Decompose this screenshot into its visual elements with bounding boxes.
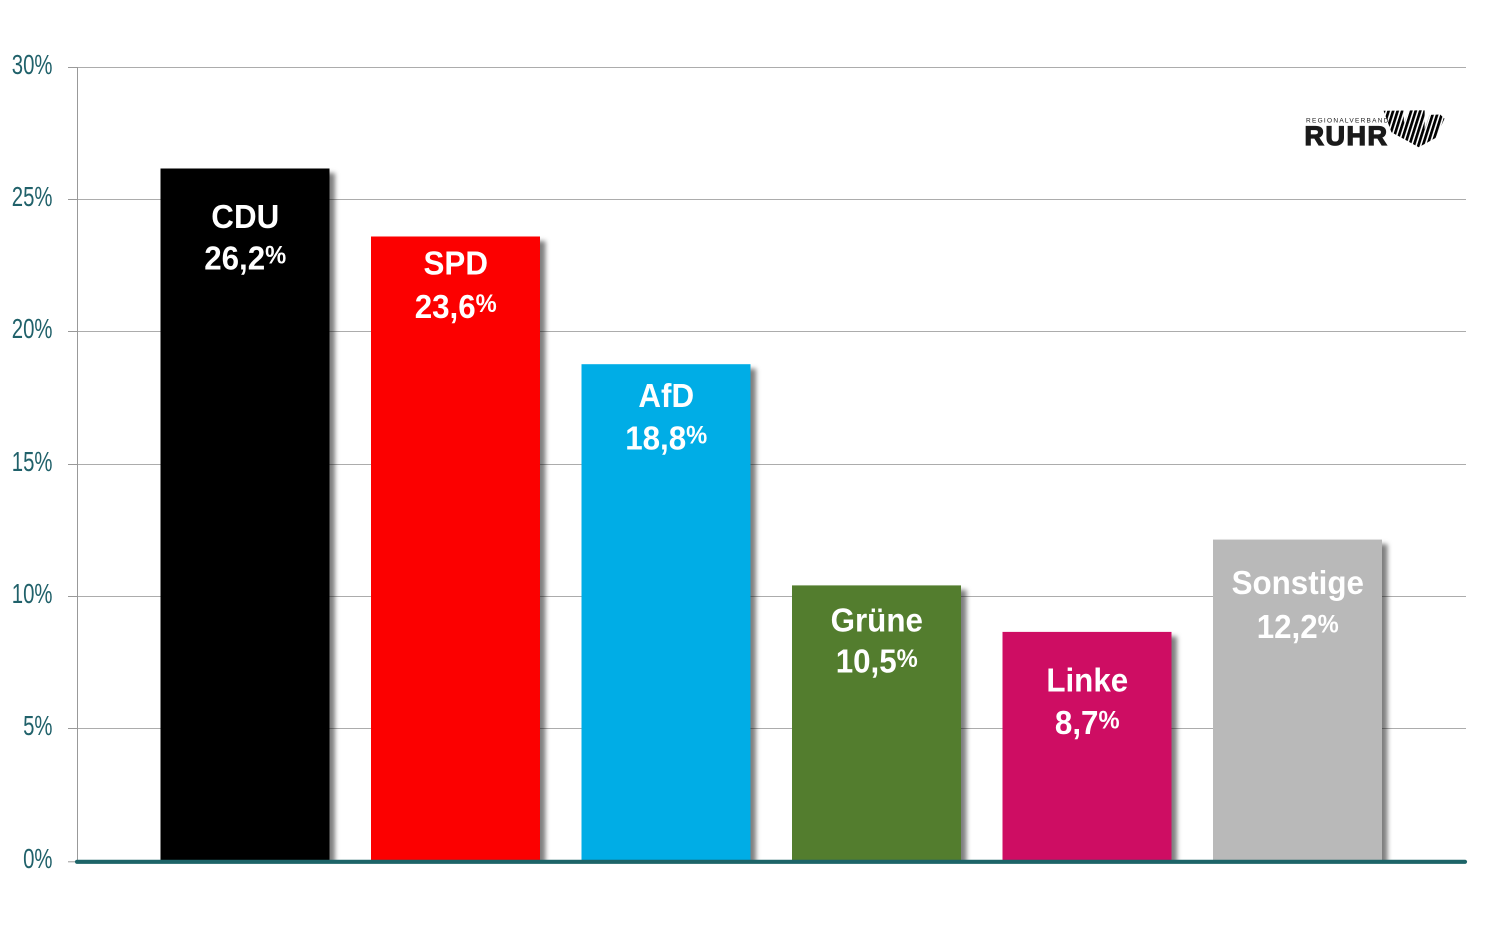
svg-text:10%: 10% (12, 579, 53, 610)
svg-text:CDU: CDU (211, 198, 279, 235)
svg-text:30%: 30% (12, 50, 53, 81)
svg-text:RUHR: RUHR (1305, 121, 1389, 151)
svg-text:Sonstige: Sonstige (1232, 564, 1364, 601)
svg-text:SPD: SPD (424, 245, 488, 282)
svg-text:15%: 15% (12, 447, 53, 478)
svg-text:REGIONALVERBAND: REGIONALVERBAND (1306, 118, 1390, 125)
svg-text:AfD: AfD (638, 377, 694, 414)
svg-text:25%: 25% (12, 182, 53, 213)
svg-text:Grüne: Grüne (831, 602, 923, 639)
svg-text:Linke: Linke (1046, 662, 1128, 699)
svg-text:23,6%: 23,6% (415, 288, 497, 325)
svg-text:5%: 5% (23, 711, 52, 742)
svg-text:0%: 0% (23, 844, 52, 875)
svg-text:20%: 20% (12, 314, 53, 345)
